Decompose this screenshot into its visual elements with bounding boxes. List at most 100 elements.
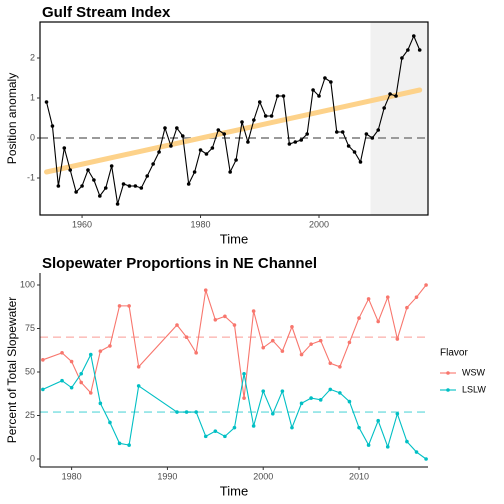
data-point [251, 424, 256, 428]
data-point [424, 283, 428, 287]
y-tick-label: -1 [27, 172, 35, 182]
data-point [271, 338, 275, 343]
data-point [145, 174, 150, 178]
data-point [108, 344, 112, 348]
y-tick-label: 0 [30, 453, 35, 463]
data-point [323, 76, 327, 80]
data-point [213, 318, 218, 322]
data-point [305, 132, 309, 136]
data-point [340, 130, 345, 134]
data-point [222, 132, 227, 136]
data-point [69, 359, 74, 364]
data-point [192, 170, 197, 174]
y-tick-label: 0 [30, 132, 35, 142]
data-point [299, 138, 304, 142]
y-tick-label: 75 [25, 323, 35, 333]
data-point [234, 158, 238, 162]
data-point [405, 439, 409, 444]
x-tick-label: 1960 [72, 219, 92, 229]
data-point [136, 364, 141, 369]
data-point [328, 361, 333, 366]
trend-line [44, 87, 423, 175]
data-point [127, 304, 131, 308]
data-point [88, 352, 93, 357]
data-point [395, 337, 400, 341]
data-point [240, 120, 244, 124]
x-axis-title: Time [220, 483, 248, 498]
data-point [44, 100, 49, 104]
data-point [334, 130, 339, 134]
data-point [194, 410, 198, 414]
data-point [228, 170, 232, 174]
data-point [115, 202, 120, 206]
data-point [309, 342, 313, 346]
data-point [271, 411, 275, 416]
data-point [98, 401, 103, 406]
data-point [347, 340, 352, 345]
data-point [263, 114, 268, 118]
data-point [299, 352, 304, 357]
data-point [198, 148, 203, 152]
y-axis-title: Position anomaly [5, 73, 19, 164]
data-point [79, 371, 83, 376]
data-point [223, 314, 227, 319]
data-point [69, 385, 74, 390]
x-tick-label: 1980 [62, 471, 82, 481]
data-point [136, 384, 141, 388]
data-point [385, 445, 390, 449]
data-point [133, 184, 138, 188]
data-point [311, 88, 315, 92]
y-tick-label: 2 [30, 52, 35, 62]
data-point [117, 304, 122, 308]
data-point [210, 146, 215, 150]
data-point [109, 164, 114, 168]
y-tick-label: 1 [30, 92, 35, 102]
data-point [246, 140, 250, 144]
legend-swatch-point [446, 388, 450, 392]
data-point [328, 387, 333, 392]
data-point [175, 323, 179, 327]
data-point [157, 150, 161, 154]
data-point [414, 450, 419, 454]
data-point [411, 34, 416, 38]
data-point [405, 305, 409, 310]
legend-title: Flavor [440, 348, 468, 359]
x-tick-label: 1980 [191, 219, 211, 229]
data-point [252, 118, 256, 122]
chart-title: Slopewater Proportions in NE Channel [42, 255, 317, 272]
data-point [232, 425, 237, 430]
data-point [175, 410, 179, 414]
data-point [376, 128, 381, 132]
data-point [68, 168, 73, 172]
data-point [50, 124, 55, 128]
data-point [216, 128, 221, 132]
data-point [417, 48, 422, 52]
data-point [203, 288, 208, 293]
y-tick-label: 100 [20, 279, 35, 289]
data-point [121, 182, 126, 186]
data-point [261, 345, 266, 350]
shaded-region [370, 22, 428, 215]
data-point [151, 162, 155, 166]
data-point [108, 420, 112, 425]
legend-swatch-point [446, 371, 450, 375]
data-point [204, 152, 209, 156]
data-point [329, 80, 333, 84]
data-point [338, 391, 342, 395]
data-point [103, 186, 108, 190]
data-point [251, 309, 256, 313]
data-point [290, 425, 294, 430]
data-point [180, 134, 185, 138]
data-point [424, 457, 428, 461]
data-point [376, 319, 380, 324]
data-point [127, 184, 132, 188]
data-point [139, 186, 144, 190]
data-point [318, 338, 323, 343]
data-point [261, 389, 266, 393]
data-point [370, 136, 375, 140]
data-point [287, 142, 292, 146]
x-axis-title: Time [220, 231, 248, 246]
data-point [56, 184, 61, 188]
data-point [414, 295, 419, 299]
